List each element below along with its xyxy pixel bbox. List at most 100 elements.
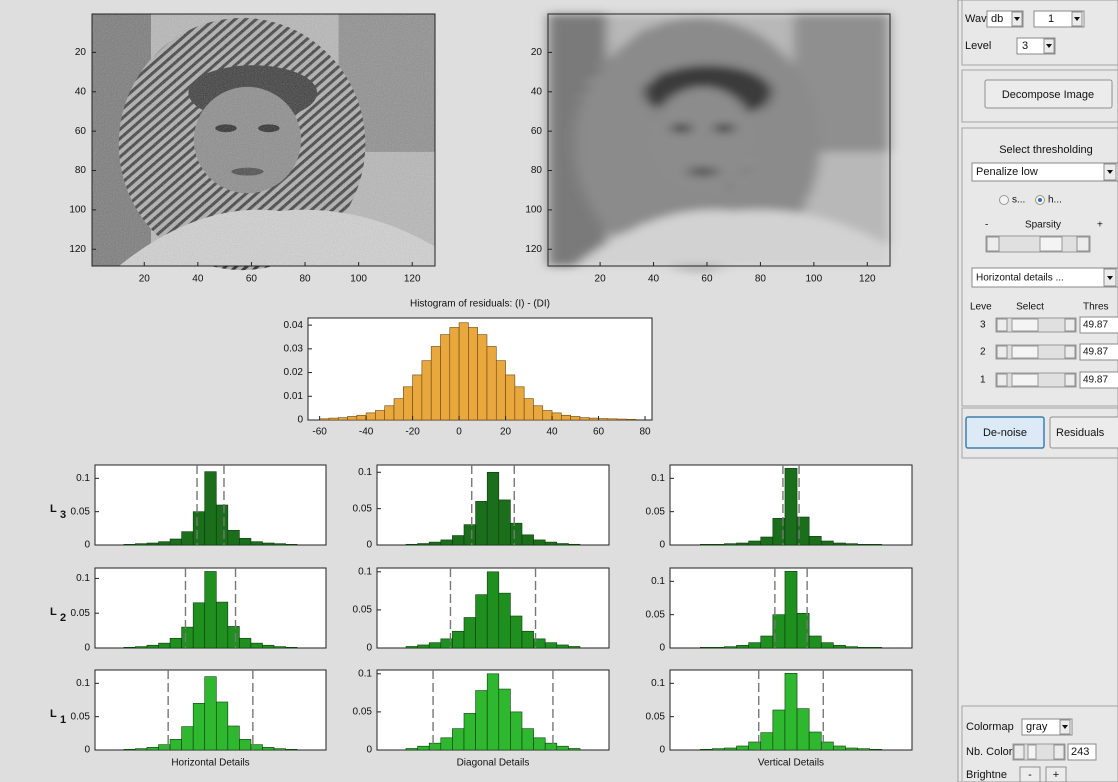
histogram-bar <box>478 335 487 420</box>
histogram-bar <box>375 411 384 420</box>
histogram-bar <box>193 603 205 648</box>
histogram-bar <box>737 543 749 545</box>
label: Select thresholding <box>999 144 1093 156</box>
y-tick-label: 0.1 <box>76 678 90 689</box>
row-label-level: 3 <box>60 509 66 521</box>
histogram-bar <box>216 505 228 545</box>
histogram-bar <box>251 542 263 545</box>
button-text: + <box>1053 769 1059 781</box>
histogram-bar <box>858 647 870 648</box>
histogram-bar <box>286 647 298 648</box>
y-tick-label: 0.1 <box>651 678 665 689</box>
radio-soft[interactable]: s... <box>1000 195 1026 206</box>
threshold-edit[interactable]: 49.87 <box>1080 317 1118 333</box>
y-tick-label: 0.05 <box>353 707 373 718</box>
x-tick-label: 20 <box>139 274 151 285</box>
histogram-bar <box>124 544 136 545</box>
histogram-bar <box>522 729 534 750</box>
histogram-bar <box>147 645 159 648</box>
histogram-bar <box>366 413 375 420</box>
histogram-bar <box>348 416 357 420</box>
histogram-bar <box>193 703 205 750</box>
x-tick-label: -20 <box>405 427 420 438</box>
level-slider[interactable] <box>996 373 1076 387</box>
y-tick-label: 0.05 <box>646 609 666 620</box>
label: - <box>985 220 988 231</box>
histogram-bar <box>785 571 797 648</box>
threshold-edit[interactable]: 49.87 <box>1080 372 1118 388</box>
histogram-bar <box>418 645 430 648</box>
histogram-bar <box>476 691 488 750</box>
x-tick-label: 80 <box>639 427 651 438</box>
histogram-bar <box>159 643 171 648</box>
histogram-bar <box>561 415 570 420</box>
histogram-bar <box>833 645 845 648</box>
y-tick-label: 0.01 <box>284 391 304 402</box>
y-tick-label: 0.03 <box>284 343 304 354</box>
radio-hard[interactable]: h... <box>1036 195 1062 206</box>
y-tick-label: 0.1 <box>651 576 665 587</box>
threshold-edit[interactable]: 49.87 <box>1080 344 1118 360</box>
histogram-bar <box>452 536 464 545</box>
header: Select <box>1016 302 1044 313</box>
colors-slider[interactable] <box>1013 744 1065 760</box>
y-tick-label: 0 <box>366 643 372 654</box>
denoise-button[interactable]: De-noise <box>966 417 1044 448</box>
histogram-bar <box>858 749 870 750</box>
histogram-bar <box>182 627 194 648</box>
histogram-bar <box>749 541 761 545</box>
brightness-minus[interactable]: - <box>1020 767 1040 782</box>
histogram-bar <box>124 647 136 648</box>
histogram-bar <box>476 595 488 648</box>
histogram-bar <box>870 544 882 545</box>
popup-colormap[interactable]: gray <box>1022 719 1072 735</box>
histogram-bar <box>534 540 546 545</box>
histogram-bar <box>568 544 580 545</box>
y-tick-label: 80 <box>531 165 543 176</box>
popup-level[interactable]: 3 <box>1017 38 1055 54</box>
residuals-button[interactable]: Residuals <box>1050 417 1118 448</box>
histogram-bar <box>737 746 749 750</box>
y-tick-label: 0.05 <box>353 503 373 514</box>
histogram-bar <box>459 323 468 420</box>
colors-edit[interactable]: 243 <box>1068 744 1096 760</box>
y-tick-label: 100 <box>69 205 86 216</box>
histogram-bar <box>406 646 418 648</box>
y-tick-label: 100 <box>525 205 542 216</box>
label: Level <box>965 40 991 52</box>
x-tick-label: 20 <box>595 274 607 285</box>
popup-method[interactable]: Penalize low <box>972 163 1118 181</box>
y-tick-label: 0 <box>84 745 90 756</box>
y-tick-label: 0 <box>659 745 665 756</box>
brightness-plus[interactable]: + <box>1046 767 1066 782</box>
histogram-bar <box>441 738 453 750</box>
histogram-bar <box>510 616 522 648</box>
popup-order[interactable]: 1 <box>1034 11 1084 27</box>
popup-wavelet[interactable]: db <box>987 11 1023 27</box>
histogram-bar <box>182 532 194 545</box>
decompose-button[interactable]: Decompose Image <box>985 80 1112 108</box>
level-number: 1 <box>980 375 986 386</box>
histogram-bar <box>147 543 159 545</box>
histogram-bar <box>515 387 524 420</box>
histogram-bar <box>510 523 522 545</box>
histogram-bar <box>147 747 159 750</box>
column-label: Horizontal Details <box>171 758 249 769</box>
sparsity-slider[interactable] <box>986 236 1090 252</box>
histogram-bar <box>193 512 205 545</box>
histogram-bar <box>274 749 286 750</box>
popup-direction[interactable]: Horizontal details ... <box>972 268 1118 287</box>
row-label-level: 2 <box>60 612 66 624</box>
histogram-bar <box>262 747 274 750</box>
histogram-bar <box>833 543 845 545</box>
level-slider[interactable] <box>996 318 1076 332</box>
label: Colormap <box>966 721 1014 733</box>
y-tick-label: 80 <box>75 165 87 176</box>
column-label: Diagonal Details <box>457 758 530 769</box>
histogram-bar <box>749 643 761 648</box>
y-tick-label: 0.1 <box>358 668 372 679</box>
histogram-bar <box>712 647 724 648</box>
histogram-bar <box>170 739 182 750</box>
histogram-bar <box>724 748 736 750</box>
level-slider[interactable] <box>996 345 1076 359</box>
